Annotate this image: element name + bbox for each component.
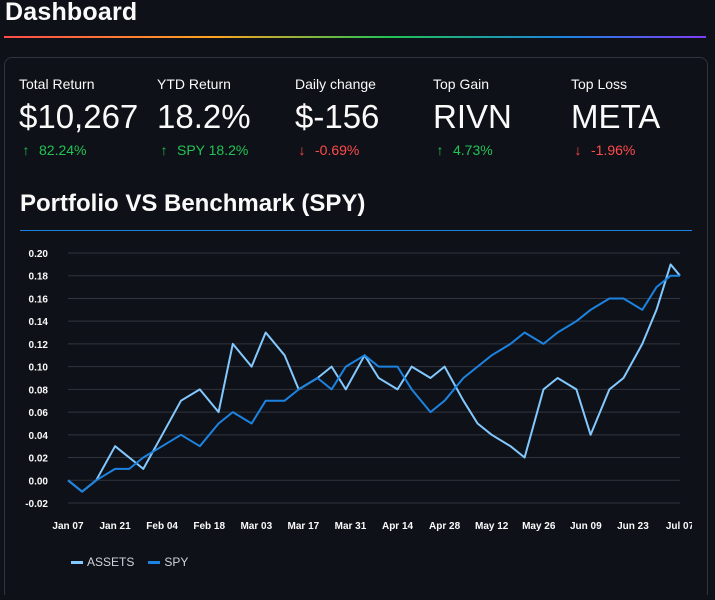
x-tick-label: Jan 07 (52, 521, 84, 532)
metric-value: $-156 (295, 98, 380, 135)
metric-value: $10,267 (19, 98, 139, 135)
legend-item-spy[interactable]: SPY (148, 555, 188, 569)
metric-delta-text: -1.96% (591, 142, 636, 158)
metric-delta: ↑ 82.24% (19, 142, 138, 158)
chart-container[interactable]: 0.20 0.18 0.16 0.14 0.12 0.10 0.08 0.06 0.04 0.02… (20, 233, 695, 595)
metric-delta-text: 4.73% (453, 142, 493, 158)
metric-value: RIVN (433, 98, 512, 135)
metric-delta-text: 82.24% (39, 142, 87, 158)
legend-label-assets: ASSETS (87, 555, 135, 569)
metric-value: 18.2% (157, 98, 251, 135)
series-lines[interactable] (67, 263, 681, 493)
metric-delta: ↑ SPY 18.2% (157, 142, 251, 158)
arrow-down-icon: ↓ (574, 142, 582, 158)
x-tick-label: Apr 28 (429, 521, 461, 532)
legend-swatch-spy (148, 560, 161, 564)
metric-delta: ↓ -1.96% (571, 142, 660, 158)
x-tick-label: Mar 03 (240, 521, 272, 532)
x-tick-label: Mar 17 (288, 521, 320, 532)
metric-top-gain: Top Gain RIVN ↑ 4.73% (433, 76, 512, 158)
y-tick-label: 0.16 (29, 294, 49, 305)
x-tick-label: Feb 18 (193, 521, 225, 532)
y-tick-label: 0.04 (29, 431, 49, 442)
legend-label-spy: SPY (164, 555, 189, 569)
metric-label: YTD Return (157, 76, 231, 92)
series-line-spy[interactable] (67, 274, 680, 493)
chart-title: Portfolio VS Benchmark (SPY) (20, 190, 366, 217)
y-tick-label: 0.18 (29, 272, 49, 283)
line-chart[interactable]: 0.20 0.18 0.16 0.14 0.12 0.10 0.08 0.06 0.04 0.02… (20, 233, 694, 595)
metric-total-return: Total Return $10,267 ↑ 82.24% (19, 76, 138, 158)
arrow-up-icon: ↑ (436, 142, 444, 158)
section-divider (20, 230, 692, 231)
x-axis: Jan 07 Jan 21 Feb 04 Feb 18 Mar 03 Mar 17 Mar … (52, 521, 694, 532)
x-tick-label: Apr 14 (382, 521, 414, 532)
x-tick-label: Jul 07 (666, 521, 692, 532)
arrow-down-icon: ↓ (298, 142, 306, 158)
metric-label: Daily change (295, 76, 376, 92)
legend-item-assets[interactable]: ASSETS (71, 555, 134, 569)
y-tick-label: 0.08 (29, 385, 49, 396)
chart-legend: ASSETS SPY (71, 555, 202, 569)
y-tick-label: 0.06 (29, 408, 49, 419)
x-tick-label: May 26 (522, 521, 556, 532)
metric-daily-change: Daily change $-156 ↓ -0.69% (295, 76, 379, 158)
page-title: Dashboard (5, 0, 138, 26)
metric-delta-text: -0.69% (315, 142, 360, 158)
metric-top-loss: Top Loss META ↓ -1.96% (571, 76, 660, 158)
metric-delta: ↑ 4.73% (433, 142, 512, 158)
dashboard-card: Total Return $10,267 ↑ 82.24% YTD Return… (4, 57, 708, 595)
x-tick-label: Jun 23 (617, 521, 649, 532)
y-axis: 0.20 0.18 0.16 0.14 0.12 0.10 0.08 0.06 0.04 0.02… (25, 249, 48, 510)
arrow-up-icon: ↑ (160, 142, 168, 158)
y-tick-label: 0.02 (29, 454, 49, 465)
metric-label: Total Return (19, 76, 95, 92)
x-tick-label: Jun 09 (570, 521, 602, 532)
y-tick-label: 0.14 (29, 317, 49, 328)
x-tick-label: May 12 (475, 521, 509, 532)
metric-delta: ↓ -0.69% (295, 142, 379, 158)
metric-delta-text: SPY 18.2% (177, 142, 249, 158)
grid-lines (68, 252, 680, 504)
y-tick-label: 0.12 (29, 340, 49, 351)
metric-value: META (571, 98, 661, 135)
y-tick-label: 0.10 (29, 363, 49, 374)
y-tick-label: 0.00 (29, 476, 49, 487)
series-line-assets[interactable] (67, 263, 681, 493)
metric-label: Top Loss (571, 76, 628, 92)
title-divider (4, 36, 706, 38)
arrow-up-icon: ↑ (22, 142, 30, 158)
metric-label: Top Gain (433, 76, 490, 92)
x-tick-label: Jan 21 (100, 521, 132, 532)
y-tick-label: 0.20 (29, 249, 49, 260)
legend-swatch-assets (71, 560, 83, 564)
metric-ytd-return: YTD Return 18.2% ↑ SPY 18.2% (157, 76, 251, 158)
y-tick-label: -0.02 (25, 499, 48, 510)
x-tick-label: Mar 31 (335, 521, 367, 532)
x-tick-label: Feb 04 (146, 521, 178, 532)
